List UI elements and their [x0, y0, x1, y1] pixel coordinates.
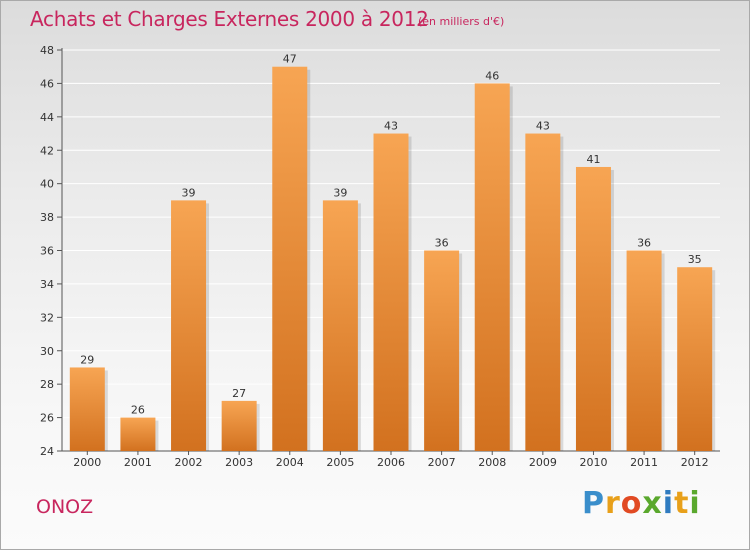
x-tick-label: 2004: [276, 456, 304, 469]
y-tick-label: 24: [40, 445, 54, 458]
bar-value-label: 43: [536, 120, 550, 133]
y-tick-label: 46: [40, 77, 54, 90]
bar-value-label: 26: [131, 404, 145, 417]
bar-2011: [626, 250, 662, 451]
x-tick-label: 2012: [681, 456, 709, 469]
logo-letter: o: [620, 486, 643, 521]
bar-2004: [272, 66, 308, 451]
y-tick-label: 42: [40, 144, 54, 157]
x-tick-label: 2003: [225, 456, 253, 469]
y-tick-label: 30: [40, 345, 54, 358]
logo-letter: i: [662, 486, 675, 521]
bar-2009: [525, 133, 561, 451]
bar-2003: [221, 400, 257, 451]
x-tick-label: 2011: [630, 456, 658, 469]
bar-value-label: 36: [435, 237, 449, 250]
y-tick-label: 40: [40, 178, 54, 191]
chart-title: Achats et Charges Externes 2000 à 2012: [30, 7, 429, 31]
bar-2010: [575, 166, 611, 452]
logo-letter: i: [689, 486, 701, 521]
bar-value-label: 39: [333, 186, 347, 199]
bar-2012: [677, 267, 713, 451]
bar-2001: [120, 417, 156, 451]
y-tick-label: 48: [40, 44, 54, 57]
x-tick-label: 2001: [124, 456, 152, 469]
labels: 24 26 28 30 32 34 36 38 40 42 44 46 48 29 2000 26 2001 39…: [40, 44, 709, 469]
y-tick-label: 32: [40, 311, 54, 324]
bar-value-label: 47: [283, 53, 297, 66]
x-tick-label: 2002: [175, 456, 203, 469]
x-tick-label: 2005: [326, 456, 354, 469]
y-tick-label: 36: [40, 245, 54, 258]
x-tick-label: 2007: [428, 456, 456, 469]
x-tick-label: 2008: [478, 456, 506, 469]
y-tick-label: 34: [40, 278, 54, 291]
logo-letter: x: [642, 486, 663, 521]
logo-letter: P: [582, 486, 605, 521]
x-tick-label: 2009: [529, 456, 557, 469]
x-tick-label: 2000: [73, 456, 101, 469]
bar-2006: [373, 133, 409, 451]
y-tick-label: 26: [40, 412, 54, 425]
bars: [69, 66, 716, 452]
x-tick-label: 2006: [377, 456, 405, 469]
proxiti-logo[interactable]: Proxiti: [582, 486, 701, 521]
chart-unit: (en milliers d'€): [418, 15, 505, 28]
bar-2000: [69, 367, 105, 451]
x-tick-label: 2010: [579, 456, 607, 469]
bar-value-label: 43: [384, 120, 398, 133]
bar-2007: [424, 250, 460, 451]
bar-value-label: 35: [688, 253, 702, 266]
commune-name: ONOZ: [36, 496, 94, 518]
bar-value-label: 46: [485, 69, 499, 82]
y-tick-label: 44: [40, 111, 54, 124]
logo-letter: t: [674, 486, 690, 521]
bar-value-label: 41: [586, 153, 600, 166]
bar-2005: [322, 200, 358, 451]
bar-2002: [171, 200, 207, 451]
bar-value-label: 36: [637, 237, 651, 250]
bar-value-label: 27: [232, 387, 246, 400]
y-tick-label: 38: [40, 211, 54, 224]
y-tick-label: 28: [40, 378, 54, 391]
bar-value-label: 29: [80, 353, 94, 366]
logo-letter: r: [605, 486, 621, 521]
bar-2008: [474, 83, 510, 452]
bar-value-label: 39: [182, 186, 196, 199]
